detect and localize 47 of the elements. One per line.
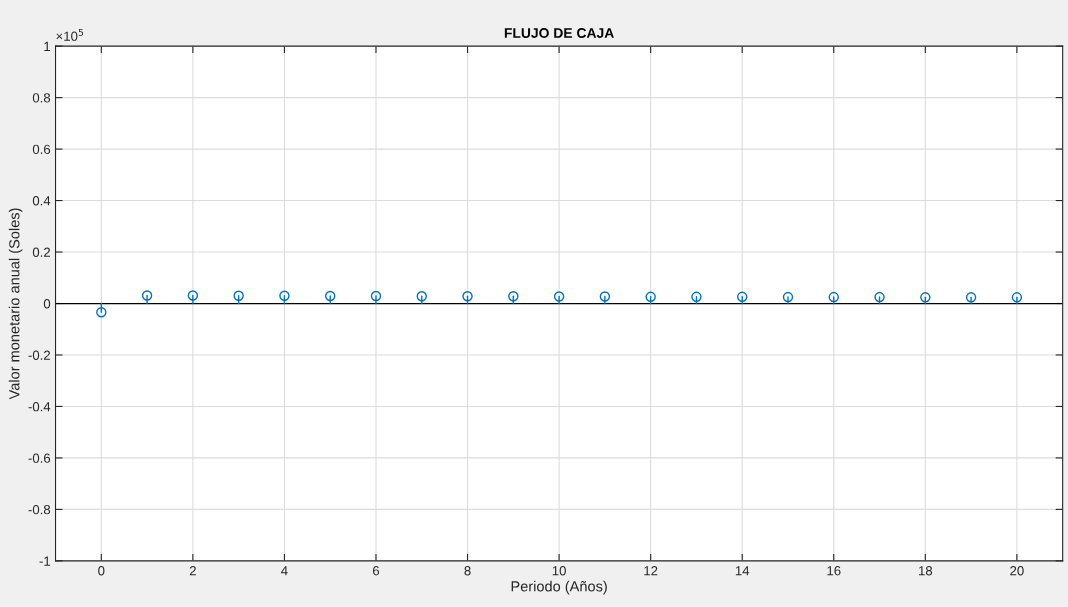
x-tick-label: 20	[1010, 566, 1024, 576]
y-tick-label: 0.4	[32, 196, 51, 206]
point	[141, 290, 153, 301]
x-tick-label: 2	[189, 566, 196, 576]
x-axis-title: Periodo (Años)	[511, 580, 607, 595]
point	[416, 291, 427, 302]
point	[737, 291, 748, 303]
y-tick-label: 0.2	[32, 247, 51, 257]
x-tick-label: 16	[827, 566, 841, 576]
point	[691, 291, 702, 303]
x-tick-label: 8	[464, 566, 471, 576]
x-tick-label: 12	[644, 566, 658, 576]
x-tick-label: 0	[98, 566, 105, 576]
y-tick-label: -0.2	[28, 350, 51, 360]
point	[96, 307, 107, 318]
point	[828, 291, 839, 303]
point	[553, 291, 565, 302]
x-tick-label: 14	[735, 566, 750, 576]
y-tick-label: 1	[44, 41, 51, 51]
point	[645, 291, 656, 303]
point	[233, 290, 244, 301]
y-axis-title: Valor monetario anual (Soles)	[8, 208, 23, 400]
y-tick-label: -0.4	[28, 402, 51, 412]
y-tick-label: -1	[39, 556, 51, 566]
point	[279, 290, 290, 301]
point	[508, 291, 519, 302]
point	[874, 291, 885, 303]
y-tick-label: 0.8	[32, 93, 51, 103]
point	[965, 292, 977, 303]
x-tick-label: 18	[918, 566, 933, 576]
x-tick-label: 4	[281, 566, 288, 576]
point	[782, 291, 794, 303]
point	[462, 291, 473, 302]
point	[920, 292, 931, 303]
chart-title: FLUJO DE CAJA	[504, 28, 614, 38]
point	[324, 290, 336, 302]
point	[1011, 292, 1023, 303]
y-tick-label: -0.8	[28, 504, 51, 515]
point	[599, 291, 611, 302]
point	[187, 290, 199, 301]
y-tick-label: 0.6	[32, 144, 51, 154]
text: ×10$^{5}$	[56, 28, 84, 41]
point	[370, 290, 382, 302]
x-tick-label: 10	[552, 566, 566, 576]
y-tick-label: -0.6	[28, 453, 51, 463]
y-tick-label: 0	[43, 299, 51, 309]
x-tick-label: 6	[372, 566, 380, 576]
